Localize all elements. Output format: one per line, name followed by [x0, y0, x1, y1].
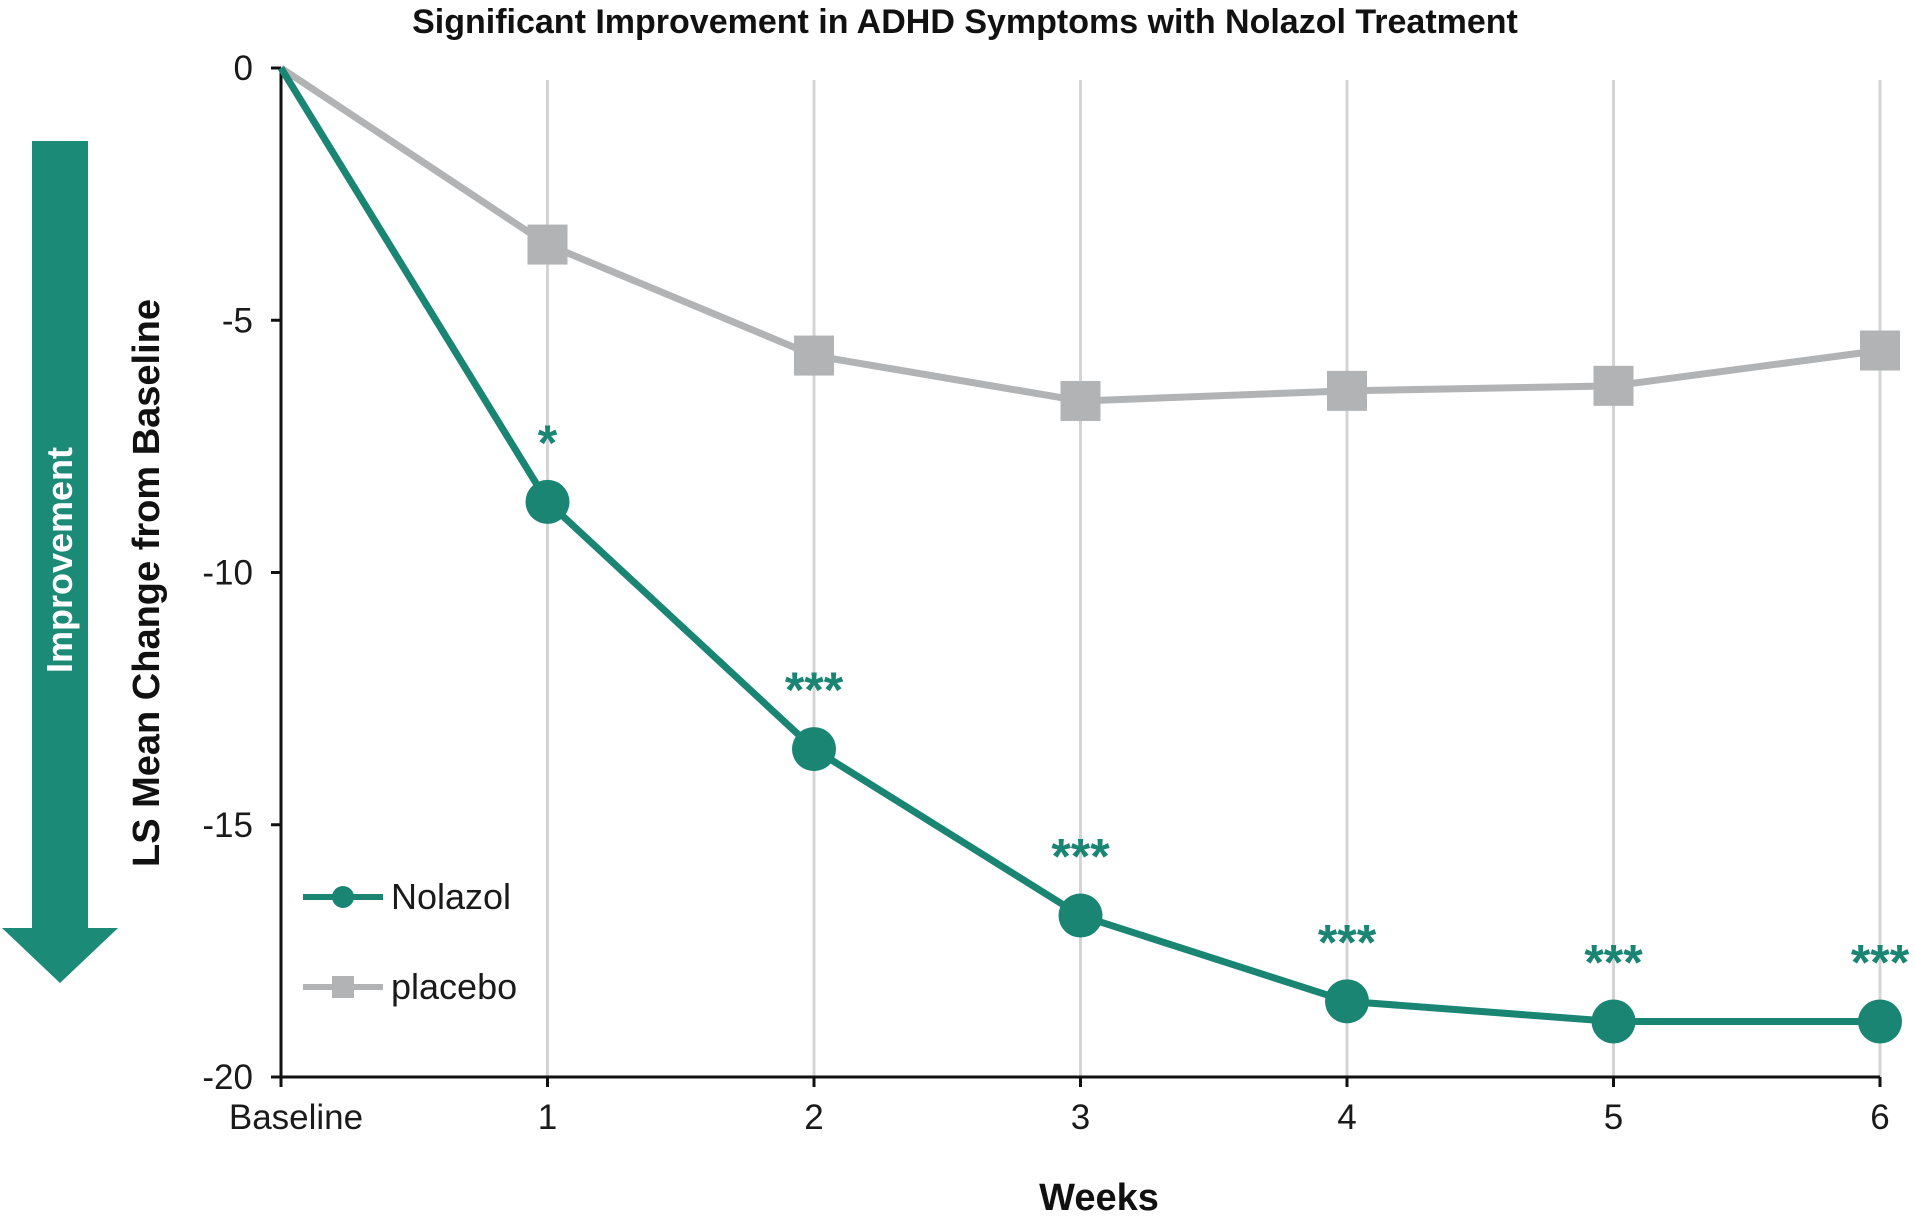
- point-placebo-5: [1593, 365, 1634, 406]
- legend-marker-placebo: [332, 976, 354, 998]
- legend-marker-nolazol: [332, 886, 354, 908]
- chart-title: Significant Improvement in ADHD Symptoms…: [412, 3, 1518, 41]
- point-placebo-3: [1060, 380, 1101, 421]
- y-tick-label--5: -5: [222, 301, 253, 340]
- point-nolazol-5: [1591, 999, 1636, 1044]
- series: ********** *** ***: [278, 65, 1910, 1044]
- y-tick-label--15: -15: [202, 806, 253, 845]
- grid: [546, 80, 1882, 1077]
- x-tick-label-Baseline: Baseline: [229, 1098, 363, 1137]
- significance-nolazol-3: ***: [1051, 829, 1110, 885]
- x-tick-label-5: 5: [1604, 1098, 1623, 1137]
- x-tick-label-1: 1: [538, 1098, 557, 1137]
- significance-nolazol-2: ***: [785, 662, 844, 718]
- legend-item-placebo: placebo: [303, 966, 517, 1007]
- x-tick-label-4: 4: [1337, 1098, 1356, 1137]
- point-nolazol-3: [1058, 893, 1103, 938]
- point-nolazol-2: [792, 727, 836, 772]
- y-tick-label-0: 0: [234, 49, 253, 88]
- point-placebo-1: [527, 224, 568, 265]
- x-tick-label-6: 6: [1870, 1098, 1889, 1137]
- y-tick-label--10: -10: [202, 554, 253, 593]
- y-axis-label: LS Mean Change from Baseline: [126, 299, 168, 867]
- series-placebo: [279, 65, 1900, 421]
- point-placebo-4: [1327, 370, 1367, 411]
- improvement-label: Improvement: [39, 447, 80, 673]
- x-tick-label-3: 3: [1071, 1098, 1090, 1137]
- improvement-arrow: Improvement: [2, 141, 118, 983]
- legend-item-nolazol: Nolazol: [303, 876, 511, 917]
- legend-label-placebo: placebo: [391, 966, 517, 1007]
- improvement-arrow-shape: [2, 141, 118, 983]
- point-nolazol-4: [1325, 979, 1369, 1024]
- x-tick-label-2: 2: [804, 1098, 823, 1137]
- point-placebo-6: [1860, 330, 1900, 371]
- point-nolazol-6: [1858, 999, 1902, 1044]
- legend-label-nolazol: Nolazol: [391, 876, 511, 917]
- point-placebo-2: [794, 335, 834, 376]
- significance-nolazol-1: *: [538, 415, 558, 471]
- x-axis-label: Weeks: [1039, 1177, 1159, 1219]
- y-tick-label--20: -20: [202, 1058, 253, 1097]
- point-nolazol-1: [525, 479, 570, 524]
- series-nolazol: ********** *** ***: [278, 66, 1910, 1044]
- significance-nolazol-4: ***: [1318, 914, 1377, 970]
- legend: Nolazol placebo: [303, 876, 517, 1007]
- significance-nolazol-6: ***: [1851, 935, 1910, 991]
- significance-nolazol-5: ***: [1584, 935, 1643, 991]
